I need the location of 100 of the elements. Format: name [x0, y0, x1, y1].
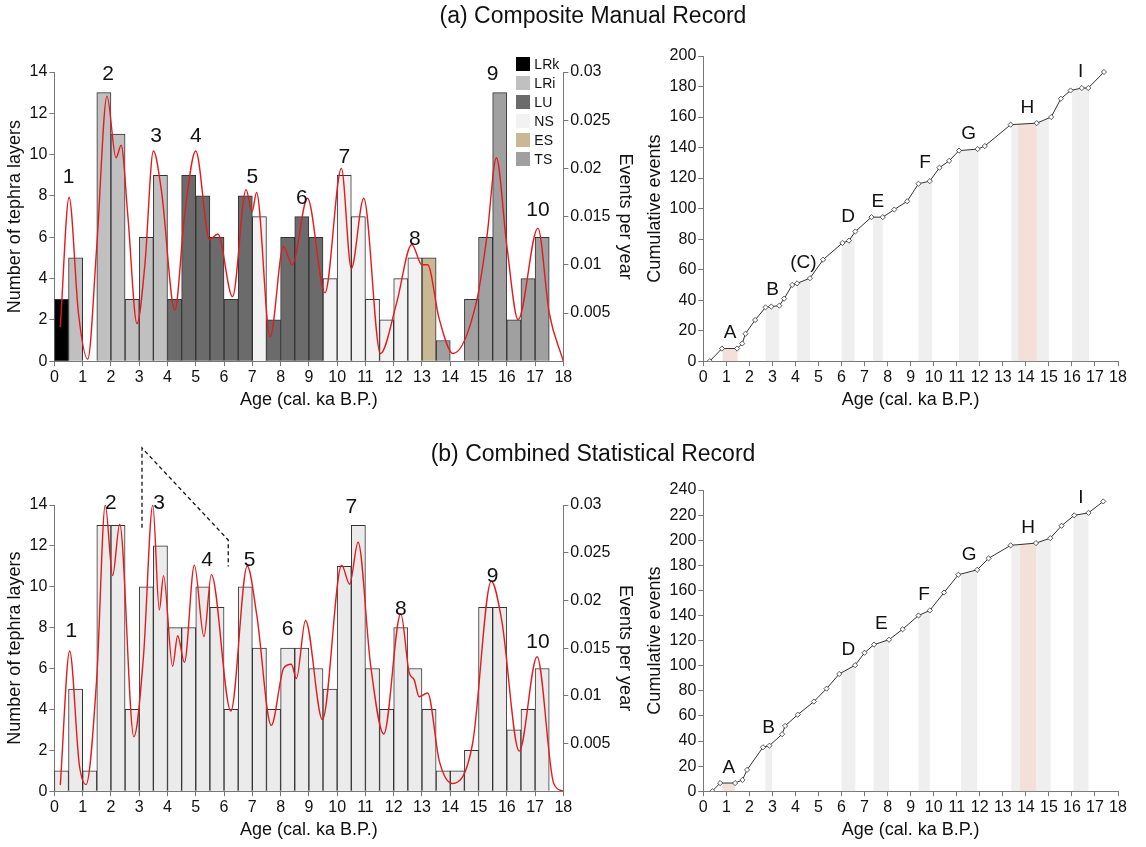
- y-tick-label: 4: [38, 699, 48, 717]
- point: [852, 662, 859, 669]
- x-tick-label: 6: [837, 368, 847, 386]
- x-tick-label: 3: [134, 368, 144, 386]
- x-tick-label: 18: [554, 368, 573, 386]
- point: [839, 239, 846, 246]
- annotation: 6: [295, 184, 308, 208]
- y-tick-label: 100: [669, 656, 697, 674]
- point: [879, 214, 886, 221]
- x-tick-label: 0: [49, 368, 59, 386]
- point: [891, 206, 898, 213]
- x-tick-label: 17: [526, 798, 545, 816]
- point: [861, 649, 868, 656]
- y-tick-label: 20: [678, 756, 697, 774]
- legend-label: TS: [534, 150, 553, 167]
- x-tick-label: 16: [497, 798, 516, 816]
- band-label: A: [723, 320, 737, 342]
- point: [1100, 498, 1107, 505]
- annotation: 5: [246, 164, 259, 188]
- x-tick-label: 11: [948, 798, 966, 816]
- y2-tick-label: 0.005: [570, 303, 611, 321]
- y2-tick-label: 0.01: [570, 255, 602, 273]
- point: [781, 295, 788, 302]
- point: [946, 157, 953, 164]
- band-label: I: [1077, 60, 1084, 82]
- x-tick-label: 10: [924, 798, 943, 816]
- x-tick-label: 12: [384, 798, 403, 816]
- x-tick-label: 2: [106, 368, 116, 386]
- x-tick-label: 10: [328, 798, 347, 816]
- y-axis-title: Number of tephra layers: [3, 120, 24, 314]
- y-tick-label: 120: [669, 631, 697, 649]
- point: [823, 685, 830, 692]
- x-tick-label: 4: [163, 368, 173, 386]
- y-axis-title: Number of tephra layers: [3, 551, 24, 745]
- x-tick-label: 3: [134, 798, 144, 816]
- point: [806, 275, 813, 282]
- y-tick-label: 12: [29, 536, 48, 554]
- x-tick-label: 9: [906, 368, 916, 386]
- y2-tick-label: 0.015: [570, 638, 611, 656]
- point: [1100, 69, 1107, 76]
- band-label: G: [961, 121, 977, 143]
- band-label: H: [1020, 95, 1035, 117]
- point: [739, 776, 746, 783]
- chart-title: (b) Combined Statistical Record: [429, 440, 757, 467]
- line-series: [59, 95, 564, 362]
- y-tick-label: 140: [669, 605, 697, 623]
- band-label: G: [961, 542, 977, 564]
- annotation: 10: [526, 628, 550, 652]
- x-tick-label: 4: [163, 798, 173, 816]
- x-tick-label: 8: [883, 798, 893, 816]
- x-tick-label: 1: [78, 798, 88, 816]
- point: [718, 345, 725, 352]
- annotation: 4: [201, 546, 214, 570]
- point: [734, 345, 741, 352]
- annotation: 1: [62, 164, 75, 188]
- point: [915, 612, 922, 619]
- x-tick-label: 16: [1063, 368, 1081, 386]
- x-tick-label: 0: [49, 798, 59, 816]
- band-label: E: [871, 189, 885, 211]
- point: [762, 304, 769, 311]
- y-axis-title: Cumulative events: [643, 134, 664, 283]
- band-label: A: [722, 755, 736, 777]
- y2-tick-label: 0.015: [570, 207, 611, 225]
- point: [904, 198, 911, 205]
- y-tick-label: 0: [687, 781, 697, 799]
- x-tick-label: 6: [219, 798, 229, 816]
- y2-tick-label: 0.01: [570, 686, 602, 704]
- x-tick-label: 1: [78, 368, 88, 386]
- band-label: H: [1021, 515, 1035, 537]
- annotation: 1: [65, 618, 78, 642]
- x-axis-title: Age (cal. ka B.P.): [240, 819, 378, 840]
- y-tick-label: 12: [29, 103, 48, 121]
- point: [926, 607, 933, 614]
- x-tick-label: 18: [554, 798, 573, 816]
- x-tick-label: 10: [328, 368, 347, 386]
- x-tick-label: 9: [304, 798, 314, 816]
- point: [1032, 540, 1039, 547]
- x-tick-label: 11: [948, 368, 966, 386]
- y-tick-label: 40: [678, 290, 697, 308]
- point: [974, 566, 981, 573]
- point: [941, 589, 948, 596]
- point: [739, 340, 746, 347]
- x-tick-label: 3: [767, 798, 777, 816]
- y-tick-label: 80: [678, 681, 697, 699]
- y-tick-label: 6: [38, 227, 48, 245]
- annotation: 8: [409, 226, 421, 250]
- point: [926, 178, 933, 185]
- x-tick-label: 0: [698, 798, 708, 816]
- point: [717, 780, 724, 787]
- annotation: 7: [345, 493, 358, 517]
- y-tick-label: 2: [38, 310, 48, 328]
- point: [742, 330, 749, 337]
- x-tick-label: 16: [1063, 798, 1081, 816]
- y-tick-label: 0: [38, 351, 48, 369]
- annotation: 2: [102, 60, 114, 84]
- legend-label: ES: [534, 131, 554, 148]
- x-axis-title: Age (cal. ka B.P.): [240, 389, 378, 410]
- x-tick-label: 12: [384, 368, 403, 386]
- x-axis-title: Age (cal. ka B.P.): [841, 819, 980, 840]
- annotation: 3: [153, 489, 165, 513]
